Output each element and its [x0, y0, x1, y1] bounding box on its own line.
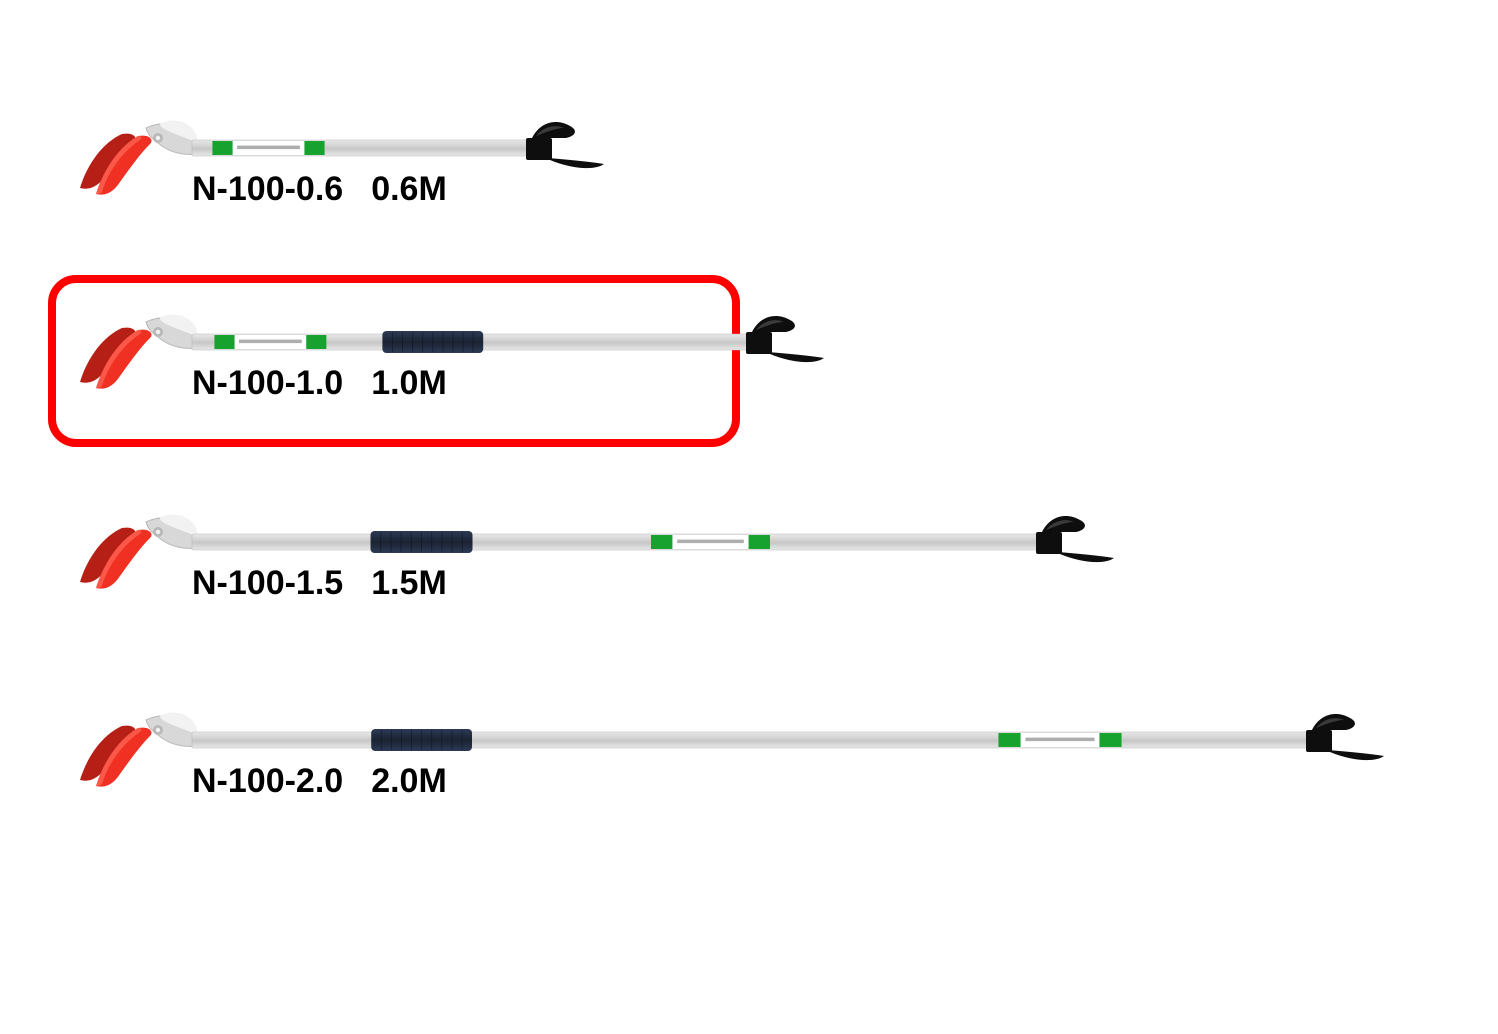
product-label: N-100-1.5 1.5M [192, 564, 447, 603]
product-length: 1.5M [371, 564, 447, 602]
pole [192, 534, 1042, 550]
product-label: N-100-2.0 2.0M [192, 762, 447, 801]
product-size-diagram: N-100-0.60.6MN-100-1.01.0MN-100-1.51.5MN… [0, 0, 1498, 1034]
product-illustration [74, 310, 844, 380]
product-code: N-100-2.0 [192, 762, 343, 800]
blade-icon [1306, 714, 1384, 760]
product-length: 0.6M [371, 170, 447, 208]
product-label: N-100-1.0 1.0M [192, 364, 447, 403]
handle-icon [80, 713, 198, 787]
product-length: 1.0M [371, 364, 447, 402]
blade-icon [746, 316, 824, 362]
product-code: N-100-1.5 [192, 564, 343, 602]
handle-icon [80, 515, 198, 589]
blade-icon [1036, 516, 1114, 562]
product-label: N-100-0.6 0.6M [192, 170, 447, 209]
product-length: 2.0M [371, 762, 447, 800]
handle-icon [80, 121, 198, 195]
tool-illustration [74, 310, 844, 390]
blade-icon [526, 122, 604, 168]
handle-icon [80, 315, 198, 389]
pole [192, 732, 1312, 748]
product-code: N-100-1.0 [192, 364, 343, 402]
product-code: N-100-0.6 [192, 170, 343, 208]
